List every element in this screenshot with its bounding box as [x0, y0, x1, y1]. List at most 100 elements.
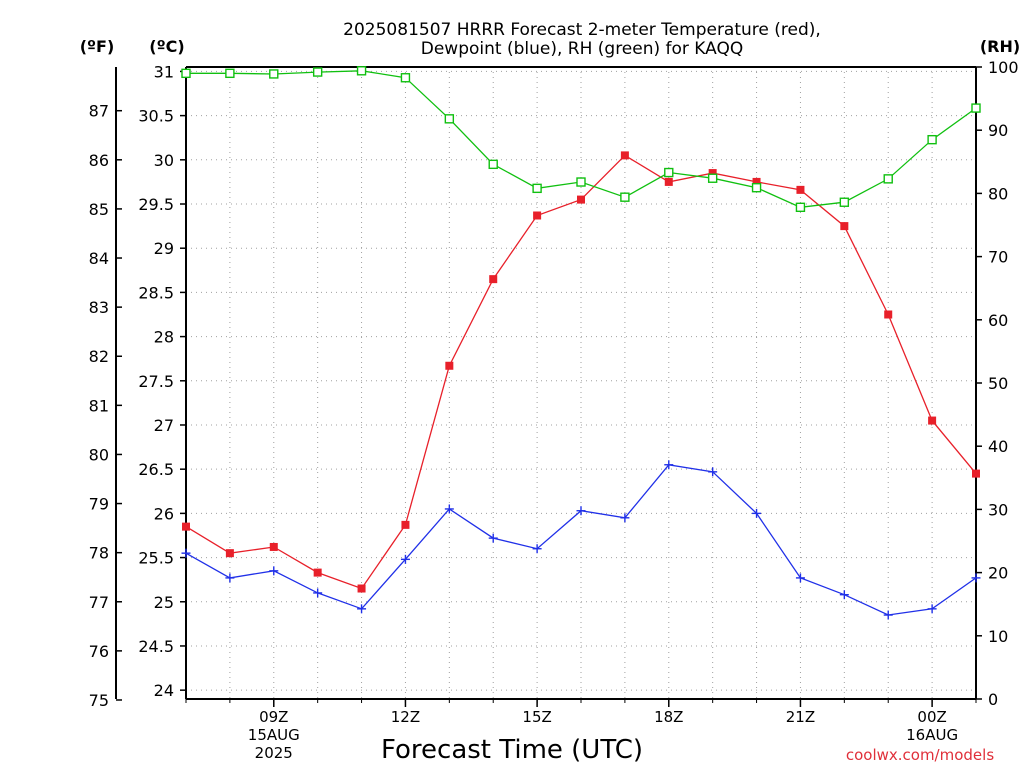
dew-data-point: [752, 508, 762, 518]
temp-data-point: [664, 177, 673, 186]
fahrenheit-tick-label: 75: [89, 691, 109, 710]
fahrenheit-tick-label: 80: [89, 445, 109, 464]
data-series: [181, 66, 981, 620]
dew-data-point: [444, 504, 454, 514]
temp-data-point: [884, 310, 893, 319]
fahrenheit-tick-label: 87: [89, 102, 109, 121]
dew-data-point: [269, 566, 279, 576]
rh-tick-label: 60: [988, 311, 1008, 330]
fahrenheit-tick-label: 77: [89, 593, 109, 612]
celsius-tick-label: 30: [154, 151, 174, 170]
celsius-tick-label: 26.5: [138, 460, 174, 479]
dew-data-point: [532, 544, 542, 554]
x-tick-date-label: 16AUG: [906, 726, 958, 744]
rh-data-point: [225, 68, 235, 79]
celsius-tick-label: 30.5: [138, 107, 174, 126]
dew-data-point: [927, 604, 937, 614]
rh-data-point: [795, 202, 806, 213]
celsius-tick-label: 25.5: [138, 549, 174, 568]
rh-data-point: [751, 183, 762, 193]
rh-tick-label: 20: [988, 564, 1008, 583]
temp-data-point: [620, 151, 629, 160]
rh-series-line: [186, 70, 977, 208]
celsius-tick-label: 24.5: [138, 637, 174, 656]
rh-data-point: [356, 66, 367, 76]
celsius-tick-label: 28: [154, 328, 174, 347]
fahrenheit-tick-label: 85: [89, 200, 109, 219]
rh-data-point: [488, 159, 498, 170]
fahrenheit-tick-label: 82: [89, 347, 109, 366]
rh-data-point: [532, 183, 542, 194]
rh-data-point: [927, 134, 937, 145]
celsius-tick-label: 24: [154, 681, 174, 700]
credit-text: coolwx.com/models: [846, 746, 994, 764]
fahrenheit-tick-label: 83: [89, 298, 109, 317]
rh-data-point: [181, 68, 191, 79]
rh-tick-label: 90: [988, 121, 1008, 140]
rh-data-point: [444, 114, 455, 124]
fahrenheit-tick-label: 78: [89, 544, 109, 563]
x-axis-label: Forecast Time (UTC): [381, 735, 643, 765]
temp-data-point: [533, 211, 542, 220]
fahrenheit-tick-label: 84: [89, 249, 109, 268]
dew-data-point: [708, 467, 718, 477]
temp-data-point: [269, 542, 278, 551]
rh-tick-label: 10: [988, 627, 1008, 646]
x-tick-label: 00Z: [917, 708, 946, 726]
celsius-tick-label: 26: [154, 504, 174, 523]
celsius-tick-label: 29: [154, 239, 174, 258]
dew-data-point: [400, 554, 410, 564]
x-tick-label: 12Z: [391, 708, 420, 726]
dew-data-point: [357, 604, 367, 614]
x-tick-label: 09Z: [259, 708, 288, 726]
temp-data-point: [708, 169, 717, 178]
rh-data-point: [400, 73, 411, 83]
temp-data-point: [796, 185, 805, 194]
fahrenheit-unit-label: (ºF): [80, 37, 115, 56]
dew-data-point: [181, 548, 191, 558]
temp-data-point: [401, 520, 410, 529]
axes: 75 76 77 78 79 80 81 82 83 84 85 86 87 24 24.5 25 25.5 26…: [89, 58, 1019, 762]
dew-data-point: [795, 573, 805, 583]
temp-data-point: [489, 275, 498, 284]
dew-data-point: [883, 610, 893, 620]
rh-data-point: [664, 167, 674, 178]
temp-data-point: [225, 549, 234, 558]
rh-tick-label: 30: [988, 500, 1008, 519]
chart-title-line2: Dewpoint (blue), RH (green) for KAQQ: [421, 39, 744, 59]
celsius-unit-label: (ºC): [149, 37, 184, 56]
rh-tick-label: 100: [988, 58, 1019, 77]
temp-data-point: [445, 361, 454, 370]
dew-data-point: [620, 513, 630, 523]
rh-tick-label: 50: [988, 374, 1008, 393]
gridlines: [186, 67, 976, 699]
temp-data-point: [840, 222, 849, 231]
rh-tick-label: 0: [988, 690, 998, 709]
temp-data-point: [357, 584, 366, 593]
temp-data-point: [577, 195, 585, 204]
temp-data-point: [752, 177, 761, 186]
celsius-tick-label: 25: [154, 593, 174, 612]
celsius-tick-label: 29.5: [138, 195, 174, 214]
x-tick-label: 15Z: [522, 708, 551, 726]
x-tick-date-label: 15AUG: [248, 726, 300, 744]
dew-data-point: [576, 506, 586, 516]
fahrenheit-tick-label: 81: [89, 396, 109, 415]
rh-data-point: [839, 197, 850, 207]
rh-data-point: [576, 177, 586, 187]
celsius-tick-label: 27: [154, 416, 174, 435]
dew-data-point: [313, 588, 323, 598]
rh-tick-label: 40: [988, 437, 1008, 456]
temp-data-point: [182, 522, 190, 531]
dew-data-point: [971, 573, 981, 583]
rh-data-point: [620, 192, 630, 202]
temp-data-point: [928, 416, 937, 425]
celsius-tick-label: 27.5: [138, 372, 174, 391]
dew-data-point: [839, 590, 849, 600]
rh-unit-label: (RH): [980, 37, 1020, 56]
celsius-tick-label: 31: [154, 62, 174, 81]
rh-tick-label: 70: [988, 248, 1008, 267]
dew-data-point: [488, 533, 498, 543]
temp-data-point: [313, 568, 322, 577]
